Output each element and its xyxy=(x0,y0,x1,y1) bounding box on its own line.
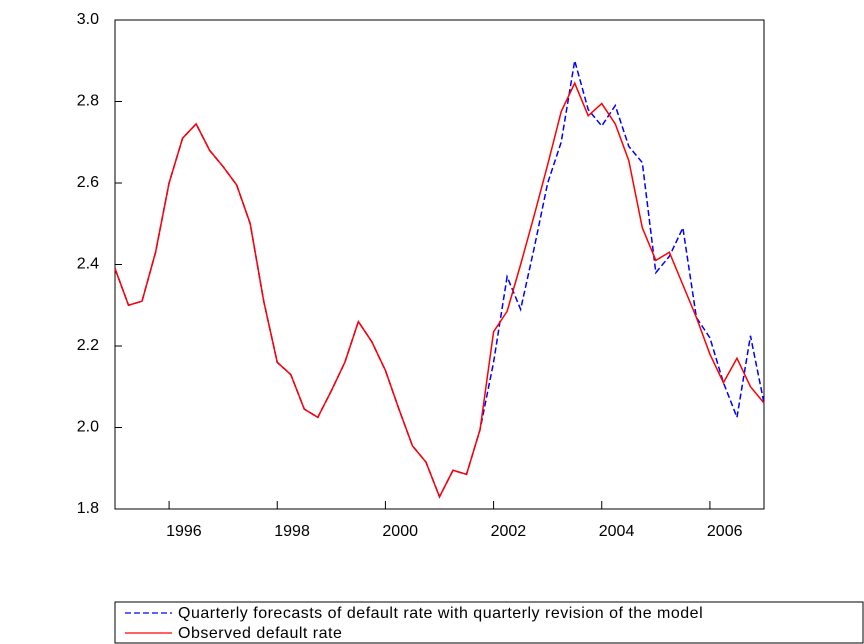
x-tick-label: 1998 xyxy=(274,523,310,540)
y-tick-label: 2.0 xyxy=(77,419,99,436)
legend-label: Observed default rate xyxy=(178,625,342,642)
x-tick-label: 1996 xyxy=(166,523,202,540)
x-tick-label: 2000 xyxy=(382,523,418,540)
x-tick-label: 2006 xyxy=(707,523,743,540)
x-tick-label: 2002 xyxy=(491,523,527,540)
y-tick-label: 2.6 xyxy=(77,174,99,191)
legend-label: Quarterly forecasts of default rate with… xyxy=(178,605,703,622)
y-tick-label: 1.8 xyxy=(77,500,99,517)
y-tick-label: 2.4 xyxy=(77,256,99,273)
plot-frame xyxy=(114,19,765,510)
legend-box xyxy=(114,601,864,644)
y-tick-label: 3.0 xyxy=(77,11,99,28)
series-line xyxy=(114,81,765,499)
y-tick-label: 2.8 xyxy=(77,93,99,110)
legend: Quarterly forecasts of default rate with… xyxy=(114,601,864,644)
x-tick-label: 2004 xyxy=(599,523,635,540)
series-line xyxy=(114,60,765,499)
y-tick-label: 2.2 xyxy=(77,337,99,354)
